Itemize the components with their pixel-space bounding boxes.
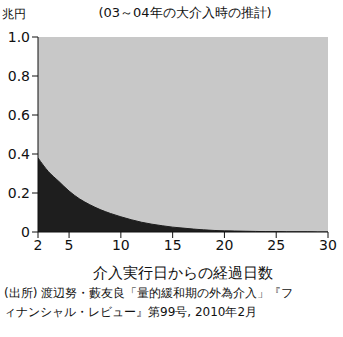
svg-text:2: 2 bbox=[34, 237, 43, 253]
svg-text:介入実行日からの経過日数: 介入実行日からの経過日数 bbox=[93, 264, 273, 282]
svg-text:0: 0 bbox=[21, 224, 30, 240]
svg-text:15: 15 bbox=[164, 237, 182, 253]
svg-text:30: 30 bbox=[319, 237, 335, 253]
svg-text:0.6: 0.6 bbox=[8, 107, 30, 123]
svg-text:0.8: 0.8 bbox=[8, 68, 30, 84]
svg-text:20: 20 bbox=[216, 237, 234, 253]
svg-text:5: 5 bbox=[65, 237, 74, 253]
svg-text:0.2: 0.2 bbox=[8, 185, 30, 201]
svg-text:1.0: 1.0 bbox=[8, 29, 30, 45]
html-text:兆円: 兆円 bbox=[2, 7, 26, 21]
svg-text:10: 10 bbox=[112, 237, 130, 253]
html-text:(03～04年の大介入時の推計): (03～04年の大介入時の推計) bbox=[98, 5, 272, 20]
html-text:(出所) 渡辺努・藪友良「量的緩和期の外為介入」『フィナンシ: (出所) 渡辺努・藪友良「量的緩和期の外為介入」『フィナンシャル・レビュー』第9… bbox=[4, 286, 294, 319]
svg-text:25: 25 bbox=[267, 237, 285, 253]
svg-text:0.4: 0.4 bbox=[8, 146, 30, 162]
